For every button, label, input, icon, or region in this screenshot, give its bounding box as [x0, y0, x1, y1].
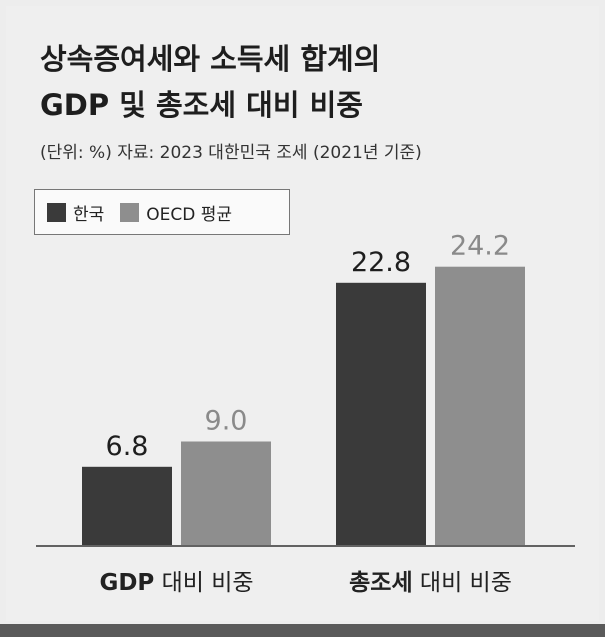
legend-item-korea: 한국: [47, 200, 104, 225]
bar-oecd-0: [181, 441, 271, 545]
bar-oecd-1: [435, 266, 525, 545]
legend-label-korea: 한국: [73, 204, 105, 225]
bar-korea-0: [82, 466, 172, 545]
value-label-oecd-1: 24.2: [450, 231, 510, 262]
legend-swatch-oecd: [120, 202, 140, 222]
legend: 한국 OECD 평균: [34, 189, 290, 235]
legend-swatch-korea: [47, 202, 66, 222]
category-label-0: GDP 대비 비중: [99, 570, 253, 596]
chart-title: 상속증여세와 소득세 합계의 GDP 및 총조세 대비 비중: [40, 36, 380, 128]
chart-subtitle: (단위: %) 자료: 2023 대한민국 조세 (2021년 기준): [40, 143, 422, 163]
title-line-1: 상속증여세와 소득세 합계의: [40, 42, 381, 76]
value-label-oecd-0: 9.0: [205, 406, 248, 437]
bar-korea-1: [336, 282, 426, 545]
title-line-2: GDP 및 총조세 대비 비중: [40, 88, 363, 122]
legend-label-oecd: OECD 평균: [146, 204, 233, 225]
value-label-korea-1: 22.8: [351, 247, 411, 278]
bottom-bar: [0, 624, 605, 637]
category-label-1: 총조세 대비 비중: [349, 570, 512, 596]
value-label-korea-0: 6.8: [106, 431, 149, 462]
legend-item-oecd: OECD 평균: [120, 200, 232, 225]
